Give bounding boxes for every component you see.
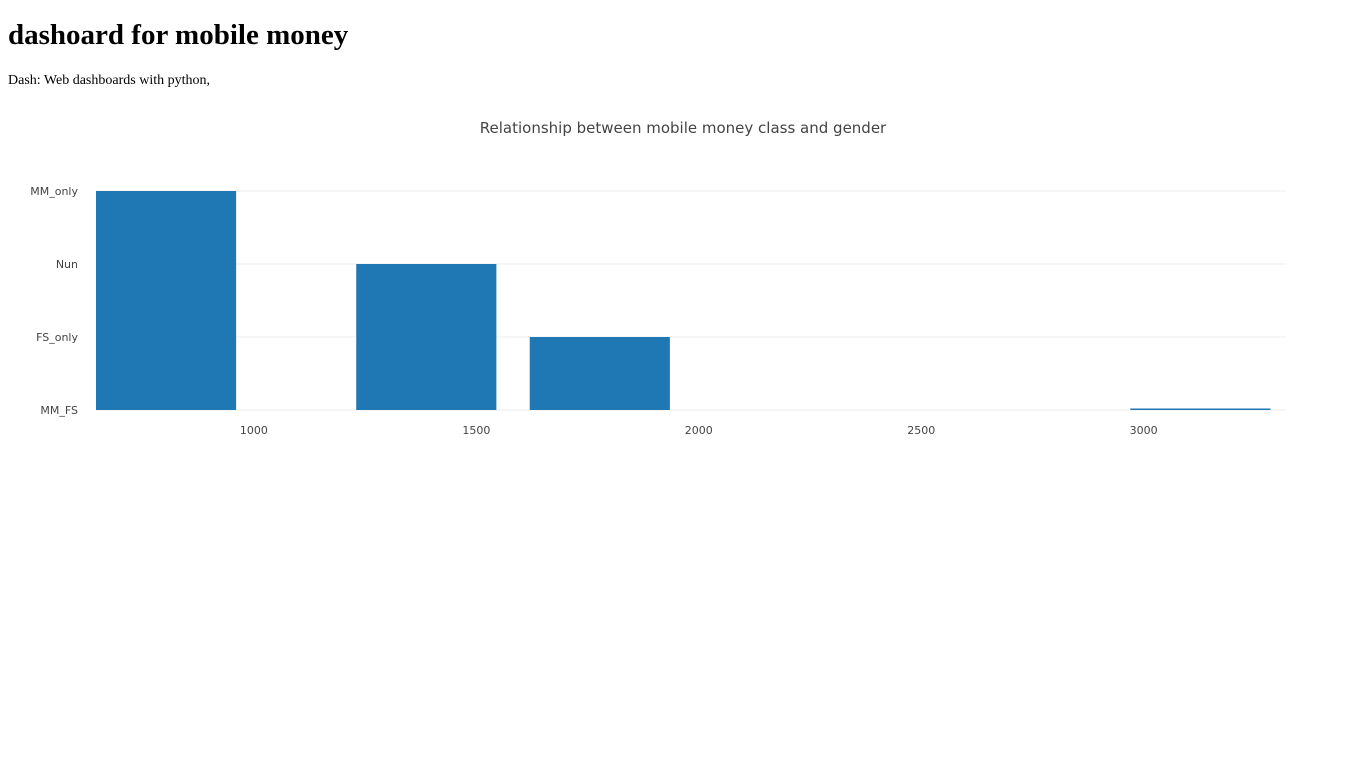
x-tick-label-2000: 2000 [685,424,713,437]
grid-lines [96,190,1286,411]
page-title: dashoard for mobile money [8,19,349,51]
bars[interactable] [96,191,1271,411]
y-axis-ticks: MM_FS FS_only Nun MM_only [30,185,78,417]
bar-fs-only[interactable] [529,337,670,410]
x-tick-label-3000: 3000 [1130,424,1158,437]
y-tick-label-fs-only: FS_only [36,331,78,344]
y-tick-label-nun: Nun [56,258,78,271]
bar-mm-only[interactable] [96,191,237,410]
bar-mm-fs[interactable] [1130,408,1271,411]
x-tick-label-2500: 2500 [907,424,935,437]
bar-chart[interactable]: Relationship between mobile money class … [0,100,1366,550]
chart-container[interactable]: Relationship between mobile money class … [0,100,1366,550]
x-tick-label-1000: 1000 [240,424,268,437]
y-tick-label-mm-fs: MM_FS [40,404,78,417]
page-subtitle: Dash: Web dashboards with python, [8,73,210,88]
y-tick-label-mm-only: MM_only [30,185,78,198]
x-tick-label-1500: 1500 [462,424,490,437]
bar-nun[interactable] [356,264,497,410]
x-axis-ticks: 1000 1500 2000 2500 3000 [240,424,1158,437]
chart-title: Relationship between mobile money class … [480,119,887,137]
